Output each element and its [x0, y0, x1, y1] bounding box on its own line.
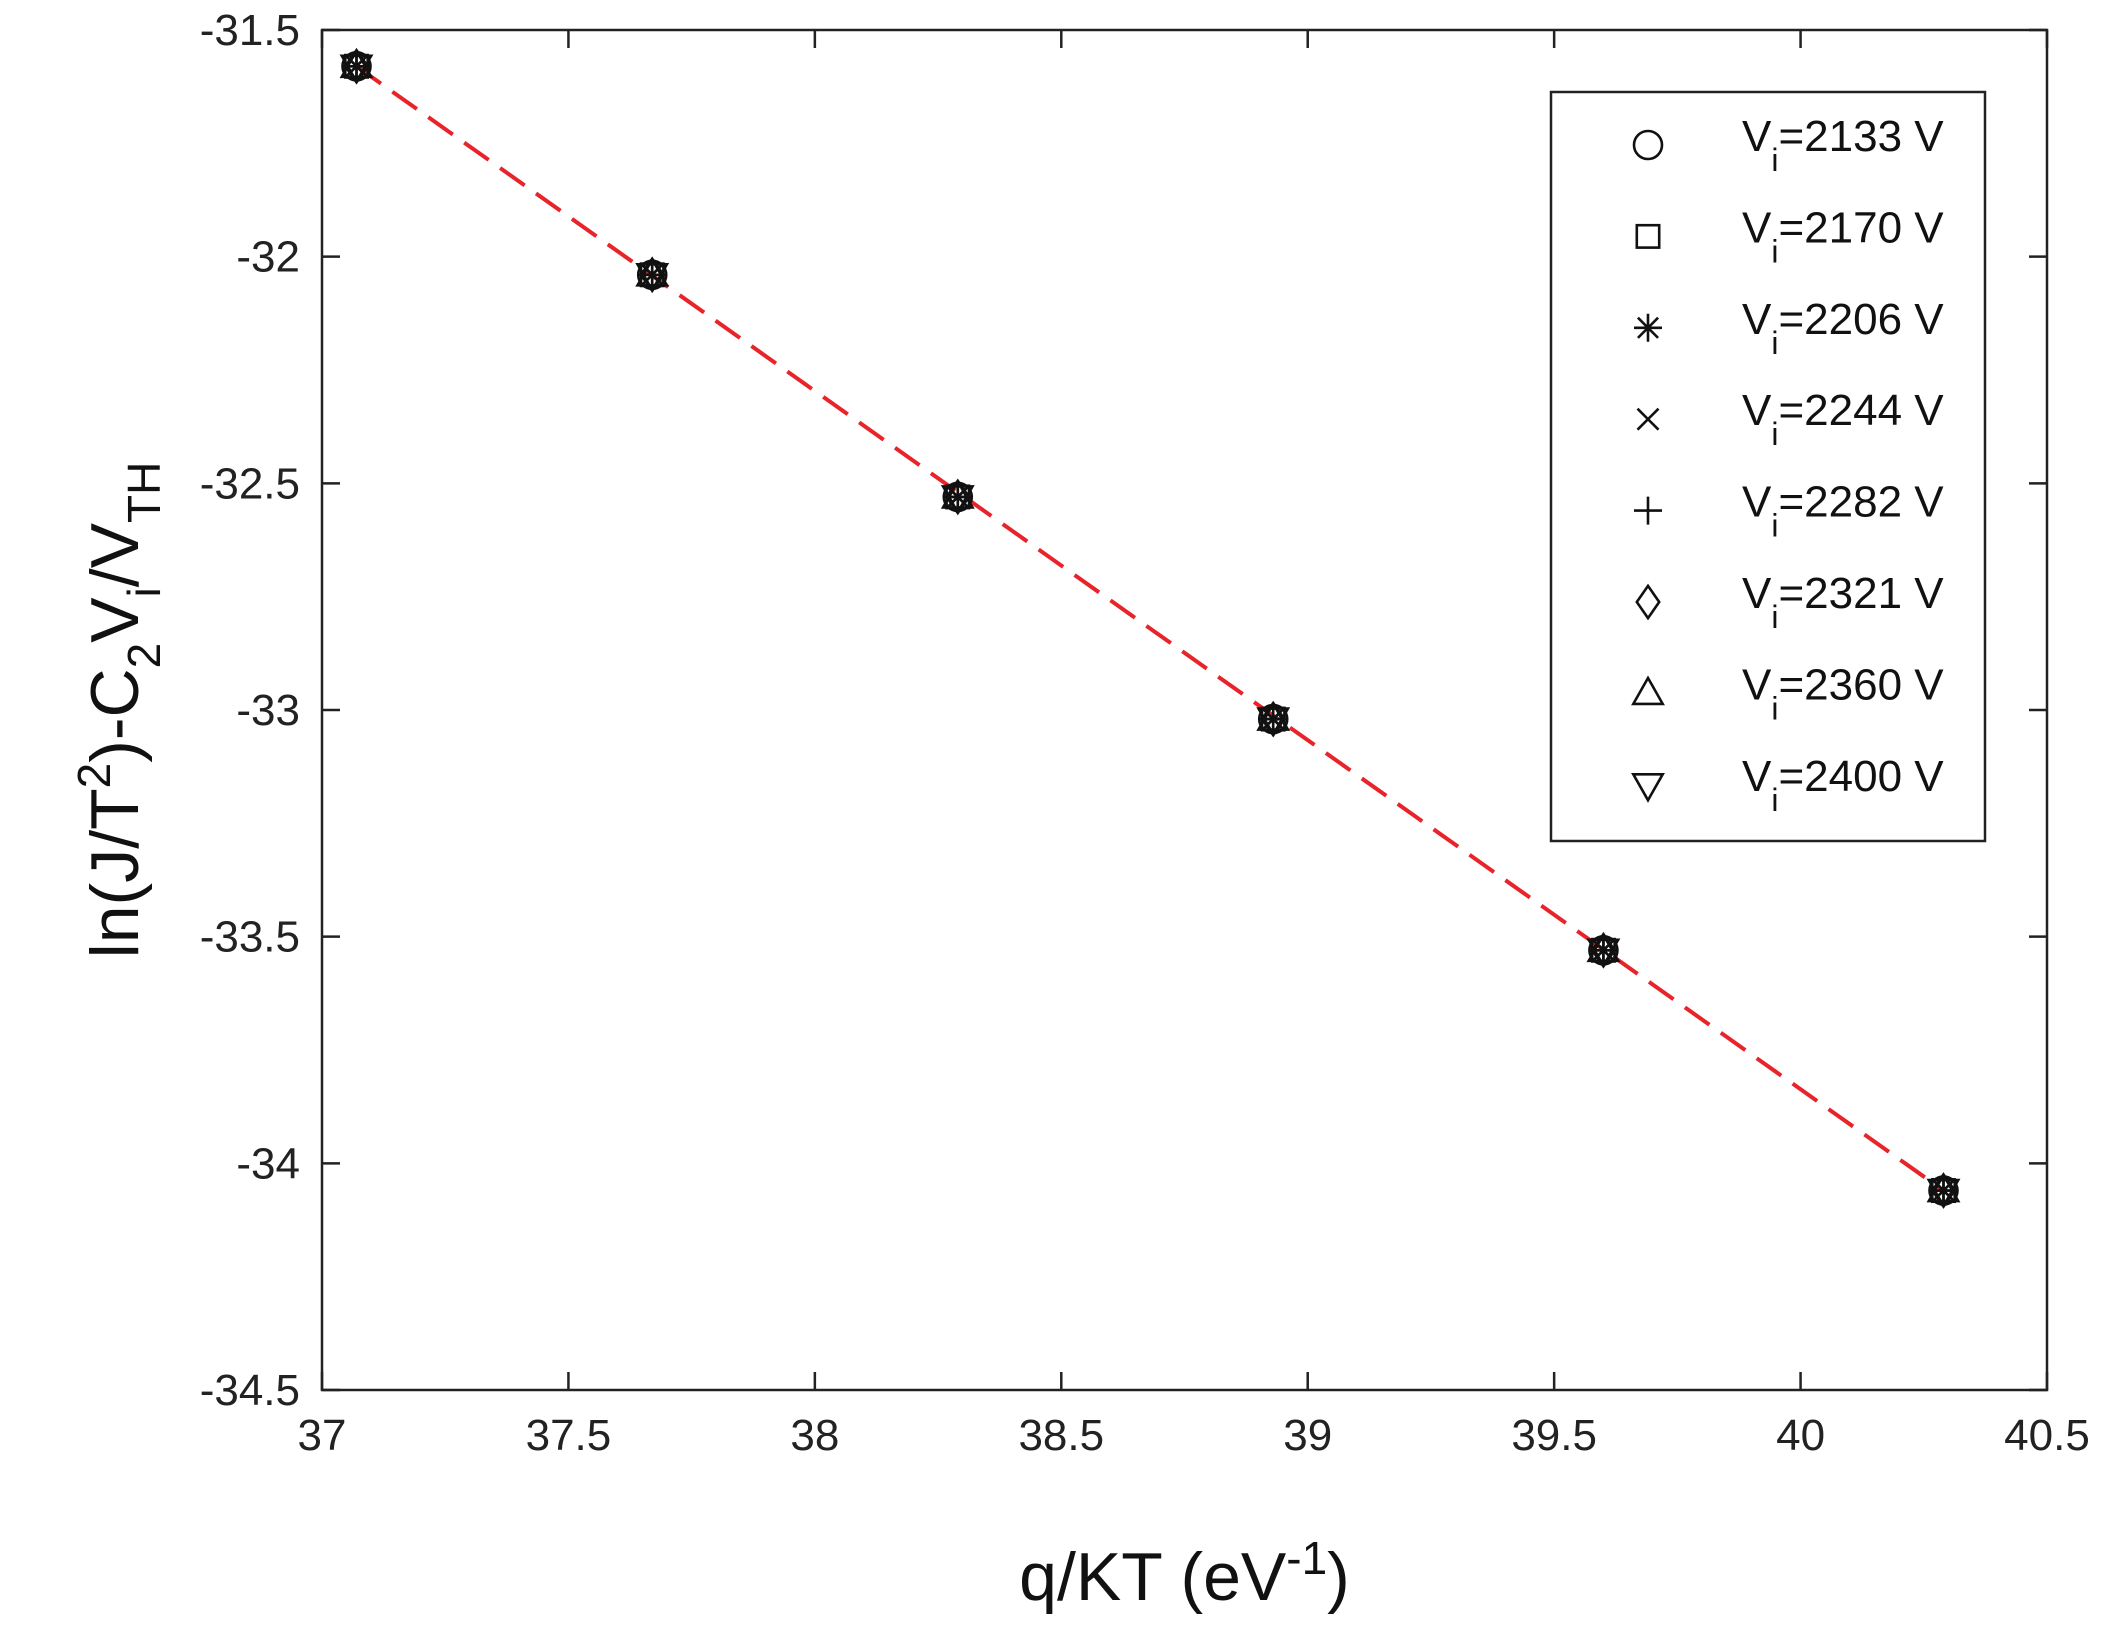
data-point-triangle-up — [635, 256, 670, 287]
x-tick-label: 37.5 — [526, 1411, 612, 1460]
legend-marker-plus — [1634, 496, 1662, 525]
legend-label: Vi=2206 V — [1742, 295, 1944, 361]
x-tick-label: 40.5 — [2004, 1411, 2090, 1460]
legend-marker-circle — [1632, 129, 1664, 161]
data-point-triangle-down — [940, 485, 975, 515]
y-tick-label: -33 — [236, 686, 300, 735]
x-tick-label: 37 — [298, 1411, 347, 1460]
legend-label: Vi=2133 V — [1742, 112, 1944, 178]
fit-line — [355, 64, 1945, 1193]
fit-line-group — [355, 64, 1945, 1193]
legend-label: Vi=2400 V — [1742, 752, 1944, 818]
data-points — [339, 47, 1961, 1209]
legend-marker-x — [1636, 407, 1660, 431]
x-tick-label: 38 — [790, 1411, 839, 1460]
data-point-triangle-down — [1256, 707, 1291, 738]
x-tick-label: 39 — [1283, 1411, 1332, 1460]
axes: 37 37.5 38 38.5 39 39.5 40 40.5 -31.5 -32 -32.5 -33… — [68, 6, 2090, 1615]
x-tick-label: 39.5 — [1511, 1411, 1597, 1460]
legend-label: Vi=2170 V — [1742, 203, 1944, 269]
data-point-triangle-down — [635, 262, 670, 293]
y-tick-label: -32 — [236, 233, 300, 282]
legend-label: Vi=2244 V — [1742, 386, 1944, 452]
legend: Vi=2133 V Vi=2170 V Vi=2206 V Vi=2244 V Vi=2… — [1549, 90, 1987, 843]
legend-label: Vi=2321 V — [1742, 569, 1944, 635]
legend-marker-asterisk — [1634, 313, 1662, 342]
legend-marker-square — [1635, 223, 1661, 249]
data-point-triangle-down — [1926, 1178, 1961, 1209]
y-tick-label: -31.5 — [200, 6, 300, 55]
y-tick-label: -33.5 — [200, 913, 300, 962]
data-point-triangle-up — [1926, 1172, 1961, 1203]
data-point-triangle-down — [1586, 938, 1621, 969]
legend-label: Vi=2282 V — [1742, 478, 1944, 544]
x-axis-title: q/KT (eV-1) — [1019, 1532, 1350, 1615]
data-point-triangle-up — [339, 48, 374, 79]
legend-marker-triangle-down — [1631, 772, 1665, 803]
legend-box — [1549, 90, 1987, 843]
x-tick-label: 38.5 — [1018, 1411, 1104, 1460]
y-tick-label: -34 — [236, 1139, 300, 1188]
data-point-triangle-down — [339, 54, 374, 85]
x-tick-label: 40 — [1776, 1411, 1825, 1460]
data-point-triangle-up — [940, 478, 975, 509]
y-tick-label: -34.5 — [200, 1366, 300, 1415]
y-tick-label: -32.5 — [200, 459, 300, 508]
y-axis-title: ln(J/T2)-C2Vi/VTH — [68, 462, 170, 959]
data-point-triangle-up — [1256, 701, 1291, 731]
data-point-triangle-up — [1586, 932, 1621, 963]
legend-label: Vi=2360 V — [1742, 660, 1944, 726]
legend-marker-triangle-up — [1631, 675, 1665, 706]
legend-marker-diamond — [1635, 583, 1661, 621]
